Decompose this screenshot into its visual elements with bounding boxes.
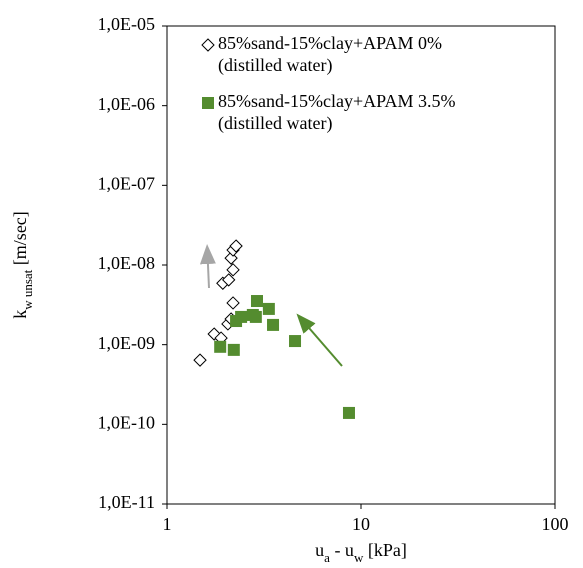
square-marker xyxy=(235,310,248,323)
legend-label: (distilled water) xyxy=(218,55,332,76)
y-tick-label: 1,0E-08 xyxy=(98,253,156,273)
x-axis-label-part: u xyxy=(315,540,324,560)
x-tick-label: 10 xyxy=(352,514,370,534)
diamond-marker xyxy=(229,239,243,253)
y-tick-label: 1,0E-11 xyxy=(98,492,155,512)
diamond-marker xyxy=(221,273,236,287)
square-marker xyxy=(250,295,263,308)
y-axis-label: kw unsat [m/sec] xyxy=(10,211,35,319)
legend-label: (distilled water) xyxy=(218,113,332,134)
y-tick-label: 1,0E-07 xyxy=(98,173,156,193)
arrow xyxy=(199,244,216,289)
square-marker xyxy=(249,310,262,323)
y-axis-label-part: [m/sec] xyxy=(10,211,30,269)
x-axis-label-part: w xyxy=(354,550,364,565)
diamond-marker xyxy=(226,263,240,277)
x-axis-label-part: - u xyxy=(330,540,354,560)
legend-marker xyxy=(202,97,214,109)
y-axis-label-part: w unsat xyxy=(20,269,35,309)
legend-label: 85%sand-15%clay+APAM 3.5% xyxy=(218,91,455,111)
y-axis-label-part: k xyxy=(10,310,30,319)
x-axis-label-part: [kPa] xyxy=(363,540,407,560)
x-axis-label: ua - uw [kPa] xyxy=(315,540,407,565)
legend-label: 85%sand-15%clay+APAM 0% xyxy=(218,33,442,53)
y-tick-label: 1,0E-09 xyxy=(98,333,156,353)
square-marker xyxy=(342,406,355,419)
square-marker xyxy=(262,302,275,315)
square-marker xyxy=(289,335,302,348)
x-axis-label-part: a xyxy=(324,550,330,565)
y-tick-label: 1,0E-10 xyxy=(98,412,156,432)
y-tick-label: 1,0E-05 xyxy=(98,14,156,34)
x-tick-label: 100 xyxy=(542,514,569,534)
square-marker xyxy=(214,340,227,353)
square-marker xyxy=(267,318,280,331)
square-marker xyxy=(227,343,240,356)
arrow xyxy=(296,313,343,367)
y-tick-label: 1,0E-06 xyxy=(98,94,156,114)
diamond-marker xyxy=(226,296,240,310)
legend-marker xyxy=(201,38,215,52)
x-tick-label: 1 xyxy=(163,514,172,534)
diamond-marker xyxy=(193,353,207,367)
